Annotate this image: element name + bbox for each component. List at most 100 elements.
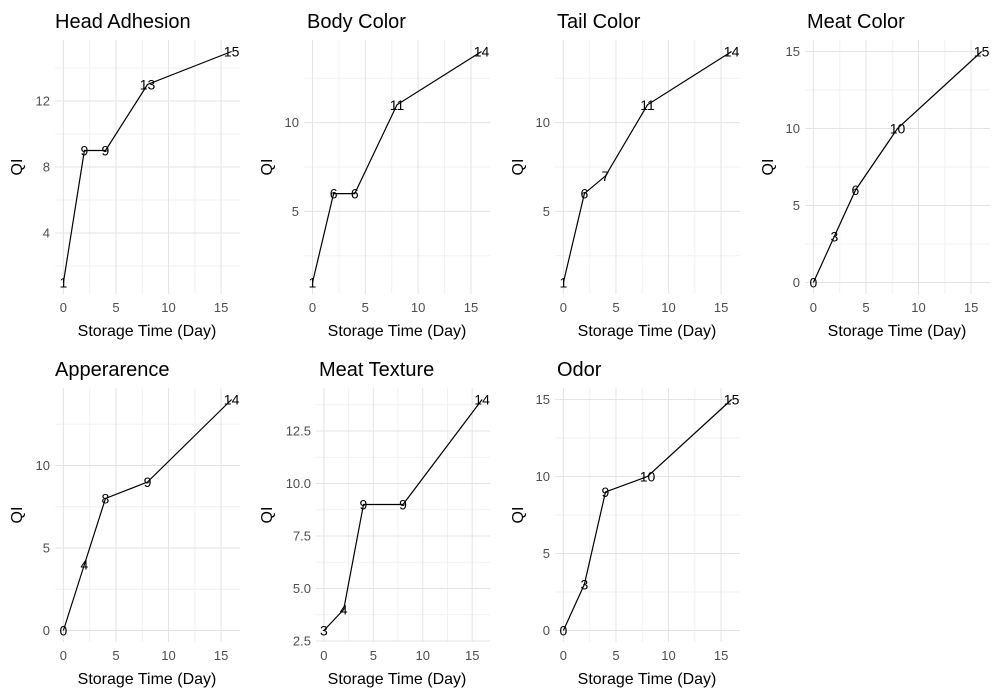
- y-tick-label: 5: [543, 546, 550, 561]
- data-label: 15: [974, 44, 990, 60]
- y-tick-label: 15: [536, 392, 550, 407]
- y-tick-label: 15: [786, 44, 800, 59]
- x-axis-label: Storage Time (Day): [328, 671, 467, 688]
- x-axis-label: Storage Time (Day): [578, 323, 717, 340]
- panel-title: Odor: [557, 359, 602, 381]
- y-axis-label: QI: [9, 159, 26, 176]
- data-label: 9: [81, 143, 89, 159]
- data-label: 9: [144, 474, 152, 490]
- y-tick-label: 12.5: [286, 424, 311, 439]
- x-tick-label: 10: [661, 300, 675, 315]
- y-tick-label: 0: [793, 275, 800, 290]
- y-tick-label: 0: [543, 623, 550, 638]
- x-tick-label: 15: [465, 648, 479, 663]
- series-line: [311, 50, 482, 283]
- panel-odor: 0 5 10 15 0 5 10 15 0 3 9 10 15 Odor Storage Time (Day…: [510, 359, 740, 688]
- x-tick-label: 15: [714, 648, 728, 663]
- x-tick-label: 15: [714, 300, 728, 315]
- data-label: 9: [360, 497, 368, 513]
- panel-meat-color: 0 5 10 15 0 5 10 15 0 3 6 10 15 Meat Color Storage Tim…: [760, 11, 990, 340]
- x-axis-label: Storage Time (Day): [78, 323, 217, 340]
- y-axis-label: QI: [9, 507, 26, 524]
- x-tick-label: 0: [810, 300, 817, 315]
- panel-meat-texture: 0 5 10 15 2.5 5.0 7.5 10.0 12.5 34 9 9 14 Meat Textur…: [259, 359, 490, 688]
- x-axis-label: Storage Time (Day): [328, 323, 467, 340]
- data-label: 9: [102, 143, 110, 159]
- data-label: 14: [224, 392, 240, 408]
- y-axis-label: QI: [510, 159, 527, 176]
- data-label: 11: [640, 97, 655, 113]
- data-label: 0: [60, 622, 68, 638]
- data-label: 6: [852, 182, 860, 198]
- x-tick-label: 10: [161, 648, 175, 663]
- x-tick-label: 5: [862, 300, 869, 315]
- series-line: [562, 399, 733, 631]
- y-tick-label: 0: [43, 623, 50, 638]
- y-tick-label: 4: [43, 225, 50, 240]
- y-tick-label: 10: [786, 121, 800, 136]
- y-tick-label: 10: [36, 458, 50, 473]
- y-tick-label: 12: [36, 94, 50, 109]
- panel-body-color: 0 5 10 15 5 10 1 6 6 11 14 Body Color Storage Time (…: [259, 11, 490, 340]
- data-label: 3: [581, 576, 589, 592]
- data-label: 0: [810, 274, 818, 290]
- data-label: 1: [60, 274, 68, 290]
- x-tick-label: 0: [309, 300, 316, 315]
- x-axis-label: Storage Time (Day): [828, 323, 967, 340]
- data-label: 3: [831, 228, 839, 244]
- x-tick-label: 0: [560, 300, 567, 315]
- x-tick-label: 5: [612, 300, 619, 315]
- y-tick-label: 10.0: [286, 476, 311, 491]
- x-tick-label: 10: [416, 648, 430, 663]
- data-label: 3: [320, 622, 328, 638]
- series-line: [62, 399, 233, 631]
- x-tick-label: 15: [214, 648, 228, 663]
- x-tick-label: 15: [964, 300, 978, 315]
- data-label: 11: [390, 97, 405, 113]
- y-tick-label: 5.0: [293, 581, 311, 596]
- x-tick-label: 5: [112, 648, 119, 663]
- x-tick-label: 10: [161, 300, 175, 315]
- data-label: 6: [581, 186, 589, 202]
- x-tick-label: 0: [560, 648, 567, 663]
- y-tick-label: 5: [43, 540, 50, 555]
- x-tick-label: 10: [411, 300, 425, 315]
- x-tick-label: 15: [464, 300, 478, 315]
- y-axis-label: QI: [510, 507, 527, 524]
- panel-tail-color: 0 5 10 15 5 10 1 67 11 14 Tail Color Storage Time (…: [510, 11, 740, 340]
- x-tick-label: 5: [362, 300, 369, 315]
- x-tick-label: 5: [612, 648, 619, 663]
- x-tick-label: 0: [60, 300, 67, 315]
- panel-title: Meat Color: [807, 11, 905, 33]
- data-label: 14: [474, 44, 490, 60]
- data-label: 6: [351, 186, 359, 202]
- panel-title: Meat Texture: [319, 359, 434, 381]
- y-tick-label: 10: [536, 115, 550, 130]
- x-tick-label: 0: [320, 648, 327, 663]
- data-label: 1: [560, 274, 568, 290]
- data-label: 7: [602, 168, 610, 184]
- panel-head-adhesion: 0 5 10 15 4 8 12 1 9 9 13 15 Head Adhesion Storage Ti…: [9, 11, 240, 340]
- data-label: 1: [309, 274, 317, 290]
- data-label: 4: [340, 601, 348, 617]
- x-tick-label: 0: [60, 648, 67, 663]
- panel-title: Apperarence: [55, 359, 170, 381]
- series-line: [562, 50, 732, 283]
- x-axis-label: Storage Time (Day): [78, 671, 217, 688]
- x-tick-label: 5: [112, 300, 119, 315]
- data-label: 0: [560, 622, 568, 638]
- x-tick-label: 15: [214, 300, 228, 315]
- x-tick-label: 10: [911, 300, 925, 315]
- data-label: 14: [724, 44, 740, 60]
- y-axis-label: QI: [259, 507, 276, 524]
- y-axis-label: QI: [259, 159, 276, 176]
- data-label: 9: [602, 484, 610, 500]
- data-label: 10: [640, 469, 656, 485]
- y-tick-label: 8: [43, 160, 50, 175]
- series-line: [323, 399, 483, 631]
- x-axis-label: Storage Time (Day): [578, 671, 717, 688]
- y-tick-label: 5: [292, 204, 299, 219]
- data-label: 6: [330, 186, 338, 202]
- data-label: 8: [102, 491, 110, 507]
- y-tick-label: 10: [536, 469, 550, 484]
